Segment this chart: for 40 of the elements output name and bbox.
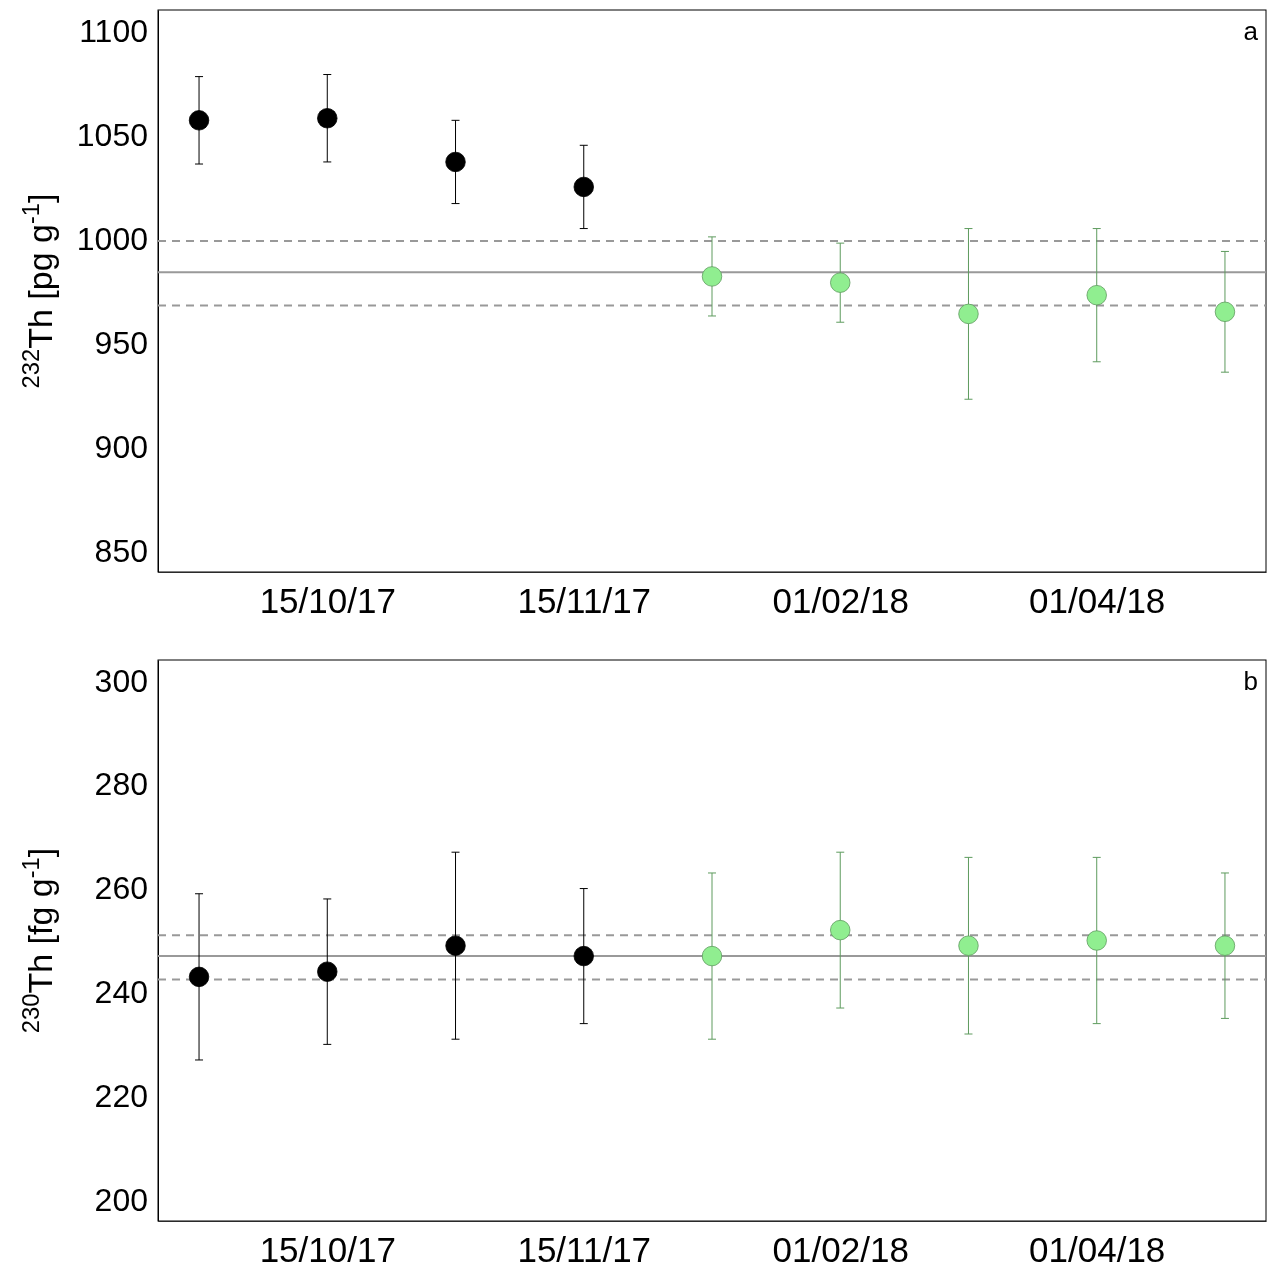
y-tick-label: 900	[94, 428, 148, 465]
point	[958, 935, 979, 956]
y-tick-label: 1000	[76, 220, 148, 257]
annotation: b	[1243, 666, 1258, 696]
y-tick-label: 220	[94, 1078, 148, 1115]
point	[958, 303, 979, 325]
annotation: a	[1243, 16, 1259, 46]
point	[317, 108, 338, 129]
x-tick-label: 15/11/17	[517, 580, 652, 620]
point	[1086, 930, 1107, 951]
y-tick-label: 280	[94, 766, 148, 803]
point	[317, 961, 338, 982]
y-tick-label: 200	[94, 1181, 148, 1218]
point	[1214, 935, 1236, 956]
x-tick-label: 01/02/18	[772, 580, 909, 620]
point	[1214, 301, 1236, 322]
point	[830, 272, 851, 293]
y-tick-label: 1100	[79, 12, 148, 49]
x-tick-label: 15/10/17	[259, 1229, 396, 1269]
point	[445, 935, 466, 956]
point	[1086, 285, 1107, 306]
point	[188, 110, 210, 131]
point	[573, 945, 594, 967]
x-tick-label: 01/04/18	[1029, 580, 1166, 620]
y-tick-label: 240	[94, 974, 148, 1011]
x-tick-label: 15/11/17	[517, 1229, 652, 1269]
point	[445, 151, 466, 173]
y-tick-label: 300	[94, 662, 148, 699]
point	[573, 176, 594, 198]
y-tick-label: 950	[94, 324, 148, 361]
x-tick-label: 01/04/18	[1029, 1229, 1166, 1269]
y-tick-label: 1050	[76, 116, 148, 153]
x-tick-label: 15/10/17	[259, 580, 396, 620]
point	[188, 966, 210, 988]
point	[830, 919, 851, 941]
point	[701, 266, 723, 287]
x-tick-label: 01/02/18	[772, 1229, 909, 1269]
y-tick-label: 260	[94, 870, 148, 907]
y-tick-label: 850	[94, 532, 148, 569]
point	[701, 945, 723, 967]
